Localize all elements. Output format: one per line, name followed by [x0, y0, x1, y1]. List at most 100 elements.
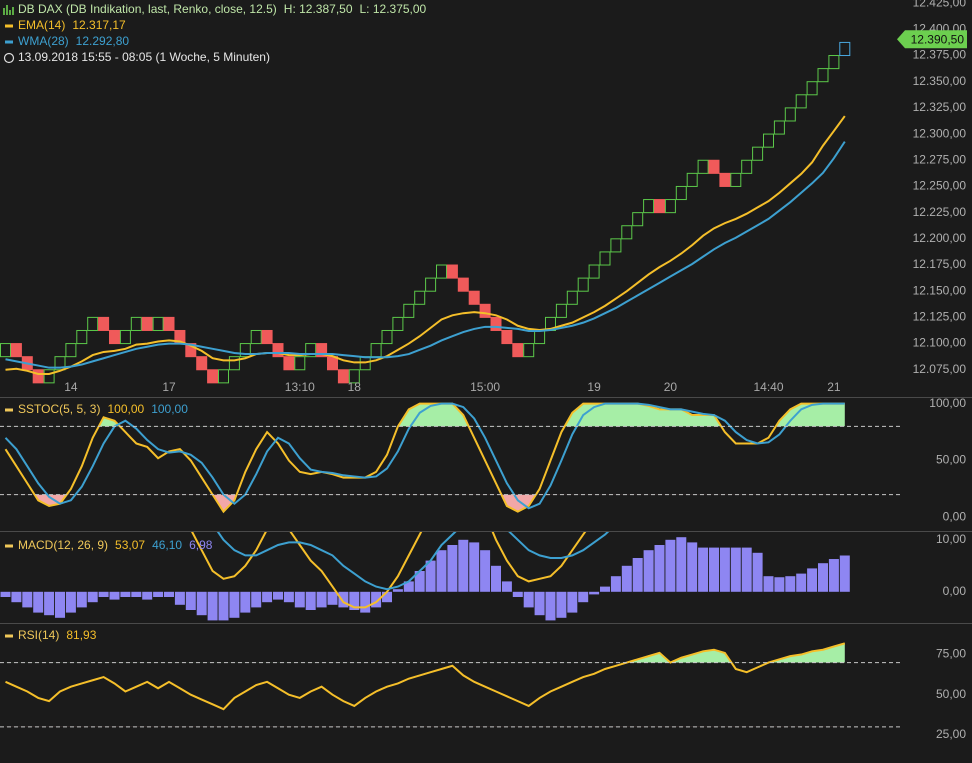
renko-brick	[98, 316, 110, 331]
y-tick-label: 25,00	[936, 727, 966, 741]
renko-brick	[436, 264, 447, 279]
renko-brick	[109, 329, 120, 345]
histogram-bar	[719, 547, 730, 592]
y-tick-label: 12.150,00	[913, 283, 967, 297]
header-text: EMA(14)	[18, 18, 65, 32]
renko-brick	[817, 68, 829, 83]
header-text: 100,00	[107, 402, 144, 416]
renko-brick	[708, 159, 720, 174]
y-tick-label: 12.375,00	[913, 48, 967, 62]
renko-brick	[675, 185, 687, 201]
renko-brick	[141, 316, 153, 331]
renko-brick	[795, 94, 807, 109]
y-tick-label: 0,00	[943, 584, 967, 598]
histogram-bar	[164, 591, 174, 597]
histogram-bar	[262, 591, 273, 603]
histogram-bar	[556, 591, 567, 618]
y-tick-label: 12.250,00	[913, 179, 967, 193]
histogram-bar	[512, 591, 523, 597]
indicator-line	[5, 141, 846, 369]
y-tick-label: 100,00	[929, 396, 966, 410]
histogram-bar	[447, 545, 458, 592]
renko-brick	[773, 120, 785, 135]
header-text: 81,93	[66, 628, 96, 642]
y-tick-label: 12.300,00	[913, 126, 967, 140]
legend-dash	[5, 40, 13, 44]
renko-brick	[839, 41, 851, 57]
renko-brick	[43, 369, 55, 384]
legend-dash	[5, 24, 13, 28]
histogram-bar	[109, 591, 120, 600]
renko-brick	[588, 264, 600, 279]
y-tick-label: 75,00	[936, 647, 966, 661]
renko-brick	[806, 81, 818, 96]
renko-brick	[32, 369, 44, 384]
histogram-bar	[294, 591, 305, 608]
renko-brick	[348, 369, 360, 384]
plot-area	[5, 642, 846, 711]
renko-brick	[523, 343, 535, 358]
renko-brick	[697, 159, 709, 174]
histogram-bar	[610, 576, 621, 592]
x-tick-label: 14:40	[753, 380, 783, 394]
renko-brick	[87, 316, 99, 331]
histogram-bar	[174, 591, 185, 605]
histogram-bar	[545, 591, 556, 621]
histogram-bar	[665, 539, 676, 592]
renko-brick	[218, 369, 229, 384]
y-tick-label: 12.325,00	[913, 100, 967, 114]
header-text: 53,07	[115, 538, 145, 552]
histogram-bar	[207, 591, 218, 621]
renko-brick	[327, 356, 338, 371]
histogram-bar	[44, 591, 55, 616]
renko-brick	[468, 290, 480, 305]
renko-brick	[784, 107, 796, 122]
histogram-bar	[327, 591, 338, 605]
renko-brick	[752, 146, 764, 161]
histogram-bar	[621, 565, 632, 592]
renko-brick	[337, 369, 349, 384]
renko-brick	[381, 329, 393, 345]
legend-dash	[5, 634, 13, 638]
histogram-bar	[589, 591, 600, 595]
histogram-bar	[501, 581, 512, 592]
renko-brick	[643, 199, 655, 214]
renko-brick	[239, 343, 251, 358]
histogram-bar	[436, 550, 447, 592]
renko-brick	[425, 277, 437, 292]
renko-brick	[828, 55, 840, 70]
renko-brick	[741, 159, 753, 174]
renko-brick	[490, 316, 502, 331]
histogram-bar	[730, 547, 741, 592]
legend-dash	[5, 408, 13, 412]
renko-brick	[512, 343, 524, 358]
histogram-bar	[283, 591, 294, 603]
renko-brick	[457, 277, 469, 292]
y-tick-label: 12.100,00	[913, 336, 967, 350]
histogram-bar	[305, 591, 316, 610]
histogram-bar	[316, 591, 327, 608]
renko-brick	[654, 199, 665, 214]
header-text: 46,10	[152, 538, 182, 552]
renko-brick	[294, 356, 306, 371]
histogram-bar	[425, 560, 436, 592]
renko-brick	[305, 343, 317, 358]
x-tick-label: 20	[664, 380, 678, 394]
histogram-bar	[774, 577, 785, 592]
histogram-bar	[698, 547, 709, 592]
histogram-bar	[33, 591, 44, 613]
histogram-bar	[643, 550, 654, 592]
header-text: WMA(28)	[18, 34, 69, 48]
histogram-bar	[338, 591, 349, 608]
y-tick-label: 12.075,00	[913, 362, 967, 376]
plot-area	[0, 41, 851, 384]
histogram-bar	[523, 591, 534, 608]
header-text: 12.317,17	[72, 18, 126, 32]
header-text: 6,98	[189, 538, 213, 552]
histogram-bar	[55, 591, 65, 618]
histogram-bar	[392, 589, 403, 592]
renko-brick	[119, 329, 131, 345]
renko-brick	[686, 172, 698, 187]
histogram-bar	[218, 591, 229, 621]
